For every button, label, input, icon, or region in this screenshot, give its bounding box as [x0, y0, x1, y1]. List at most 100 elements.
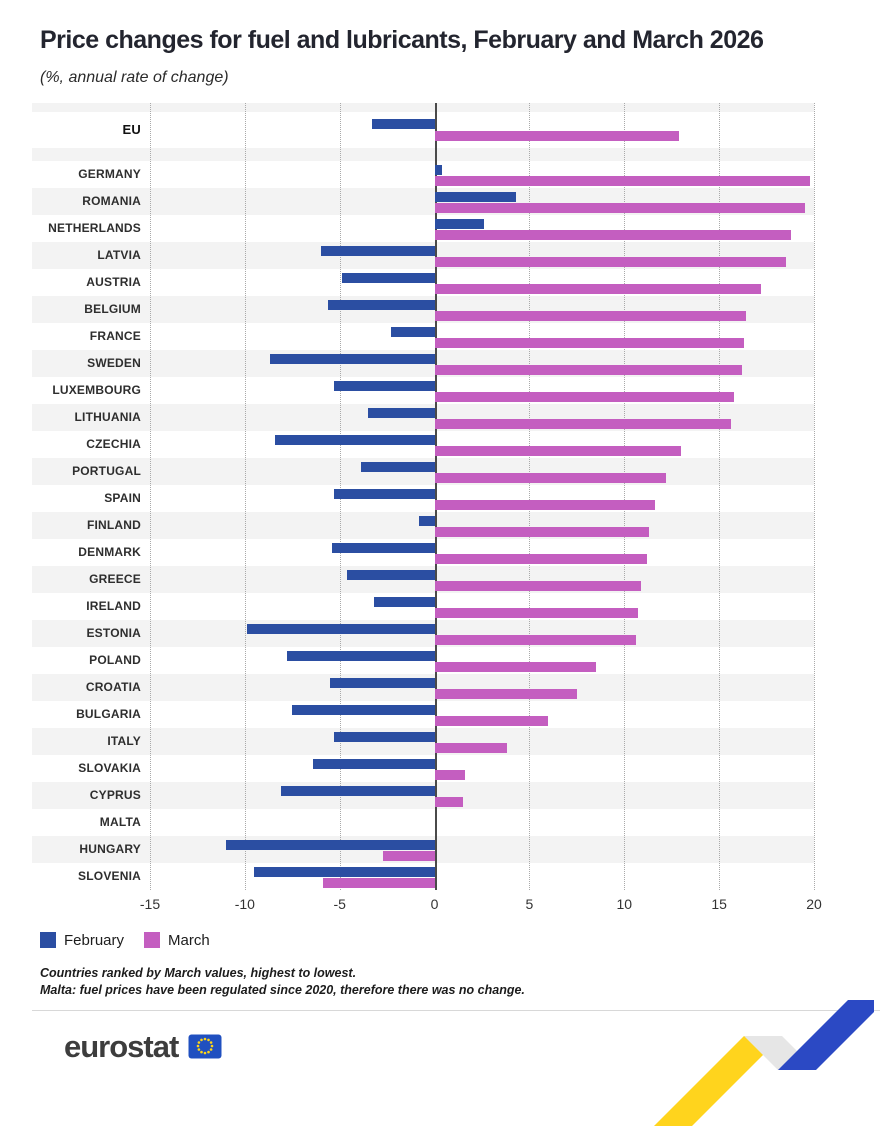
footnotes: Countries ranked by March values, highes…: [40, 965, 680, 1000]
march-bar: [434, 175, 811, 186]
plot-area: [150, 404, 814, 431]
country-label: ITALY: [107, 734, 141, 749]
footer: eurostat: [64, 1029, 880, 1065]
country-label: IRELAND: [86, 599, 141, 614]
march-bar: [434, 607, 638, 618]
chart-row-cyprus: CYPRUS: [32, 781, 814, 809]
country-label: LUXEMBOURG: [52, 383, 141, 398]
chart-row-malta: MALTA: [32, 809, 814, 836]
country-label: LITHUANIA: [74, 410, 141, 425]
february-bar: [434, 164, 443, 175]
chart-row-romania: ROMANIA: [32, 187, 814, 215]
country-label: EU: [122, 122, 141, 138]
chart-row-portugal: PORTUGAL: [32, 457, 814, 485]
march-bar: [434, 283, 761, 294]
chart-row-poland: POLAND: [32, 647, 814, 674]
march-bar: [434, 526, 649, 537]
footer-divider: [32, 1009, 880, 1011]
legend-label-march: March: [168, 931, 210, 949]
plot-area: [150, 215, 814, 242]
plot-area: [150, 350, 814, 377]
march-bar: [434, 418, 731, 429]
chart-row-sweden: SWEDEN: [32, 349, 814, 377]
plot-area: [150, 539, 814, 566]
eu-flag-icon: [188, 1034, 222, 1059]
plot-area: [150, 458, 814, 485]
chart-row-finland: FINLAND: [32, 511, 814, 539]
chart-row-czechia: CZECHIA: [32, 431, 814, 458]
march-bar: [434, 337, 744, 348]
country-label: GREECE: [89, 572, 141, 587]
march-bar: [322, 877, 435, 888]
country-label: MALTA: [99, 815, 141, 830]
february-bar: [246, 623, 435, 634]
plot-area: [150, 755, 814, 782]
country-label: LATVIA: [97, 248, 141, 263]
country-label: FINLAND: [86, 518, 141, 533]
february-bar: [332, 542, 435, 553]
row-spacer: [32, 102, 814, 112]
plot-area: [150, 647, 814, 674]
chart-row-belgium: BELGIUM: [32, 295, 814, 323]
x-tick-label: 15: [711, 895, 727, 912]
february-bar: [334, 488, 435, 499]
plot-area: [150, 566, 814, 593]
february-bar: [313, 758, 435, 769]
february-bar: [328, 299, 435, 310]
chart-row-germany: GERMANY: [32, 161, 814, 188]
february-bar: [434, 218, 484, 229]
plot-area: [150, 728, 814, 755]
country-label: ROMANIA: [82, 194, 141, 209]
footnote-ranking: Countries ranked by March values, highes…: [40, 965, 357, 980]
x-axis: -15 -10 -5 0 5 10 15 20: [140, 890, 822, 916]
chart-row-eu: EU: [32, 112, 814, 148]
february-bar: [334, 380, 435, 391]
country-label: ESTONIA: [86, 626, 141, 641]
x-tick-label: -5: [333, 895, 346, 912]
march-bar: [434, 445, 682, 456]
legend: February March: [40, 932, 880, 949]
x-tick-label: 10: [616, 895, 633, 912]
february-bar: [434, 191, 517, 202]
plot-area: [150, 701, 814, 728]
footnote-malta: Malta: fuel prices have been regulated s…: [40, 983, 525, 998]
eurostat-logo: eurostat: [64, 1028, 179, 1064]
march-bar: [434, 715, 549, 726]
february-bar: [368, 407, 435, 418]
legend-label-february: February: [64, 931, 125, 949]
march-swatch: [144, 932, 161, 949]
march-bar: [434, 256, 786, 267]
country-label: AUSTRIA: [86, 275, 141, 290]
chart-row-spain: SPAIN: [32, 485, 814, 512]
x-tick-label: -15: [139, 895, 161, 912]
february-bar: [390, 326, 435, 337]
x-tick-label: 5: [525, 895, 534, 912]
march-bar: [434, 553, 648, 564]
plot-area: [150, 188, 814, 215]
february-bar: [286, 650, 435, 661]
x-tick-label: 0: [430, 895, 439, 912]
chart-row-slovenia: SLOVENIA: [32, 863, 814, 890]
country-label: PORTUGAL: [72, 464, 141, 479]
chart-title: Price changes for fuel and lubricants, F…: [40, 26, 764, 54]
march-bar: [434, 796, 464, 807]
february-bar: [254, 866, 435, 877]
march-bar: [434, 499, 655, 510]
march-bar: [434, 229, 792, 240]
chart-row-denmark: DENMARK: [32, 539, 814, 566]
plot-area: [150, 242, 814, 269]
chart-subtitle: (%, annual rate of change): [40, 68, 229, 86]
march-bar: [434, 661, 596, 672]
country-label: SLOVAKIA: [78, 761, 141, 776]
february-bar: [275, 434, 435, 445]
march-bar: [434, 688, 577, 699]
plot-area: [150, 620, 814, 647]
plot-area: [150, 323, 814, 350]
plot-area: [150, 593, 814, 620]
plot-area: [150, 377, 814, 404]
country-label: CZECHIA: [86, 437, 141, 452]
chart-row-hungary: HUNGARY: [32, 835, 814, 863]
february-bar: [334, 731, 435, 742]
march-bar: [434, 364, 742, 375]
chart-row-latvia: LATVIA: [32, 241, 814, 269]
